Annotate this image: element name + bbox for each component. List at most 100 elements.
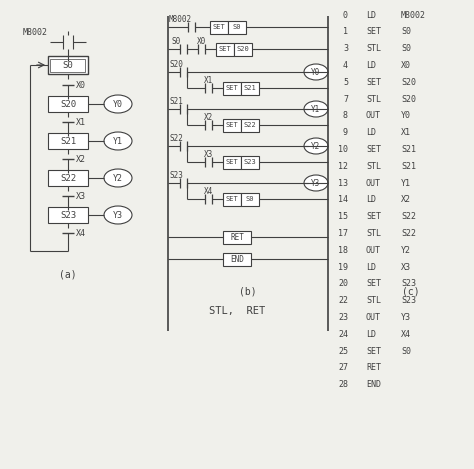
Text: OUT: OUT [366, 313, 381, 322]
Bar [48, 56, 88, 74]
Text: SET: SET [366, 78, 381, 87]
Text: RET: RET [230, 233, 244, 242]
Text: 9: 9 [343, 128, 348, 137]
Text: 24: 24 [338, 330, 348, 339]
Text: SET: SET [226, 122, 238, 128]
Text: OUT: OUT [366, 246, 381, 255]
Text: 27: 27 [338, 363, 348, 372]
Text: S22: S22 [401, 212, 416, 221]
Text: LD: LD [366, 128, 376, 137]
Text: S0: S0 [233, 24, 241, 30]
Text: 0: 0 [343, 10, 348, 20]
Text: RET: RET [366, 363, 381, 372]
Text: S23: S23 [60, 211, 76, 219]
Text: 25: 25 [338, 347, 348, 356]
Ellipse shape [104, 206, 132, 224]
Text: S22: S22 [244, 122, 256, 128]
Text: SET: SET [219, 46, 231, 52]
Text: END: END [366, 380, 381, 389]
Text: S0: S0 [401, 44, 411, 53]
Ellipse shape [104, 169, 132, 187]
Bar [223, 252, 251, 265]
Bar [228, 21, 246, 33]
Bar [223, 119, 241, 131]
Text: STL: STL [366, 44, 381, 53]
Text: S0: S0 [246, 196, 254, 202]
Text: STL,  RET: STL, RET [209, 306, 265, 316]
Text: X4: X4 [76, 228, 86, 237]
Text: 20: 20 [338, 280, 348, 288]
Text: Y0: Y0 [311, 68, 320, 76]
Text: Y2: Y2 [113, 174, 123, 182]
Text: 17: 17 [338, 229, 348, 238]
Bar [216, 43, 234, 55]
Text: S20: S20 [401, 94, 416, 104]
Text: Y2: Y2 [401, 246, 411, 255]
Text: S23: S23 [244, 159, 256, 165]
Bar [48, 133, 88, 149]
Text: SET: SET [226, 159, 238, 165]
Bar [234, 43, 252, 55]
Bar [48, 170, 88, 186]
Text: 8: 8 [343, 111, 348, 121]
Text: X1: X1 [401, 128, 411, 137]
Text: SET: SET [366, 27, 381, 36]
Bar [223, 82, 241, 94]
Bar [51, 59, 85, 71]
Text: SET: SET [213, 24, 225, 30]
Text: S21: S21 [244, 85, 256, 91]
Text: (a): (a) [59, 269, 77, 279]
Text: X1: X1 [76, 118, 86, 127]
Text: 18: 18 [338, 246, 348, 255]
Bar [210, 21, 228, 33]
Bar [241, 119, 259, 131]
Text: 14: 14 [338, 195, 348, 204]
Text: SET: SET [226, 85, 238, 91]
Text: STL: STL [366, 162, 381, 171]
Text: Y1: Y1 [113, 136, 123, 145]
Text: 23: 23 [338, 313, 348, 322]
Text: S0: S0 [401, 27, 411, 36]
Text: X2: X2 [76, 154, 86, 164]
Text: 22: 22 [338, 296, 348, 305]
Bar [223, 230, 251, 243]
Text: S21: S21 [169, 97, 183, 106]
Text: 4: 4 [343, 61, 348, 70]
Bar [223, 192, 241, 205]
Text: X0: X0 [197, 37, 207, 45]
Text: S23: S23 [401, 296, 416, 305]
Text: X4: X4 [204, 187, 214, 196]
Ellipse shape [104, 95, 132, 113]
Ellipse shape [304, 138, 328, 154]
Text: S21: S21 [401, 145, 416, 154]
Ellipse shape [304, 101, 328, 117]
Bar [48, 96, 88, 112]
Ellipse shape [104, 132, 132, 150]
Text: LD: LD [366, 263, 376, 272]
Text: S20: S20 [237, 46, 249, 52]
Text: Y1: Y1 [401, 179, 411, 188]
Text: X1: X1 [204, 76, 214, 84]
Text: SET: SET [226, 196, 238, 202]
Text: S0: S0 [172, 37, 181, 45]
Text: X2: X2 [204, 113, 214, 121]
Text: OUT: OUT [366, 179, 381, 188]
Text: S22: S22 [60, 174, 76, 182]
Text: OUT: OUT [366, 111, 381, 121]
Text: X2: X2 [401, 195, 411, 204]
Text: LD: LD [366, 195, 376, 204]
Text: STL: STL [366, 94, 381, 104]
Text: 1: 1 [343, 27, 348, 36]
Text: 3: 3 [343, 44, 348, 53]
Text: X0: X0 [401, 61, 411, 70]
Text: SET: SET [366, 145, 381, 154]
Text: (c): (c) [402, 286, 420, 296]
Text: Y0: Y0 [401, 111, 411, 121]
Text: SET: SET [366, 280, 381, 288]
Text: S21: S21 [401, 162, 416, 171]
Text: Y0: Y0 [113, 99, 123, 108]
Text: 19: 19 [338, 263, 348, 272]
Text: X3: X3 [401, 263, 411, 272]
Text: Y1: Y1 [311, 105, 320, 113]
Text: 7: 7 [343, 94, 348, 104]
